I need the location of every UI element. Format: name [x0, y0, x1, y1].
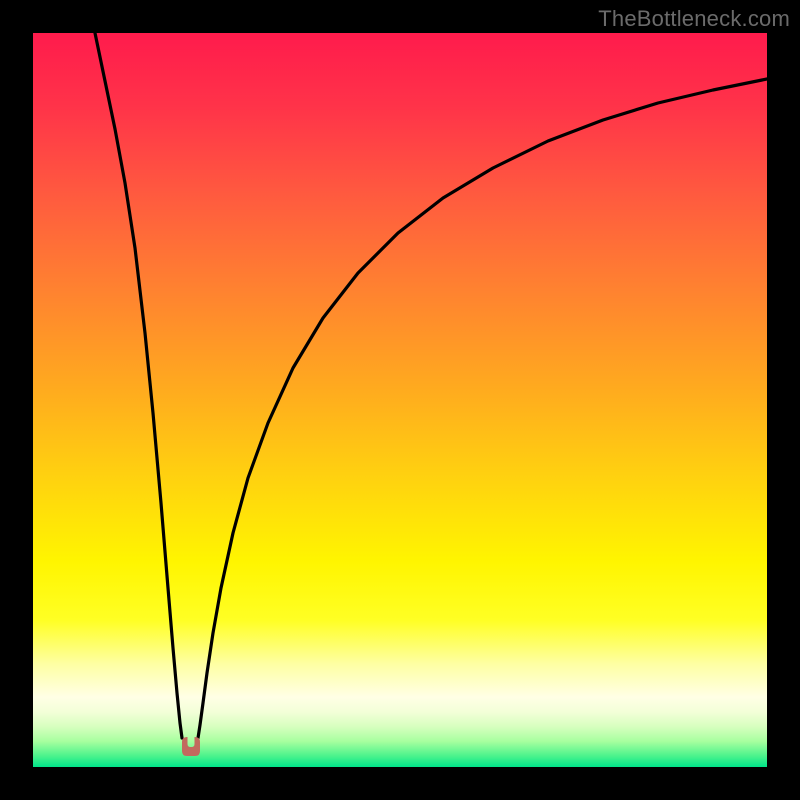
- watermark-text: TheBottleneck.com: [598, 6, 790, 32]
- chart-canvas: TheBottleneck.com: [0, 0, 800, 800]
- bottom-marker-shape: [182, 737, 200, 756]
- plot-area: [33, 33, 767, 767]
- bottom-marker: [33, 33, 767, 767]
